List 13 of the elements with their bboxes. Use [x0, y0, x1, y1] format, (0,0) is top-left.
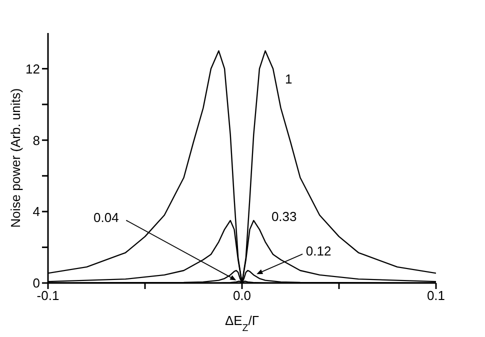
y-tick-label: 0	[32, 276, 40, 291]
x-tick-label: 0.0	[232, 288, 252, 304]
y-axis-title: Noise power (Arb. units)	[8, 88, 23, 228]
annotation: 0.04	[94, 210, 119, 225]
x-axis-title: ΔE$_{Z}$/Γ	[224, 313, 260, 334]
y-tick-label: 8	[32, 132, 40, 148]
x-tick-label: -0.1	[36, 288, 60, 304]
annotation: 0.33	[271, 209, 297, 224]
y-tick-label: 4	[32, 204, 40, 220]
annotation: 1	[284, 71, 292, 86]
x-tick-label: 0.1	[426, 288, 446, 304]
y-tick-label: 12	[26, 61, 40, 76]
annotation: 0.12	[306, 244, 332, 259]
